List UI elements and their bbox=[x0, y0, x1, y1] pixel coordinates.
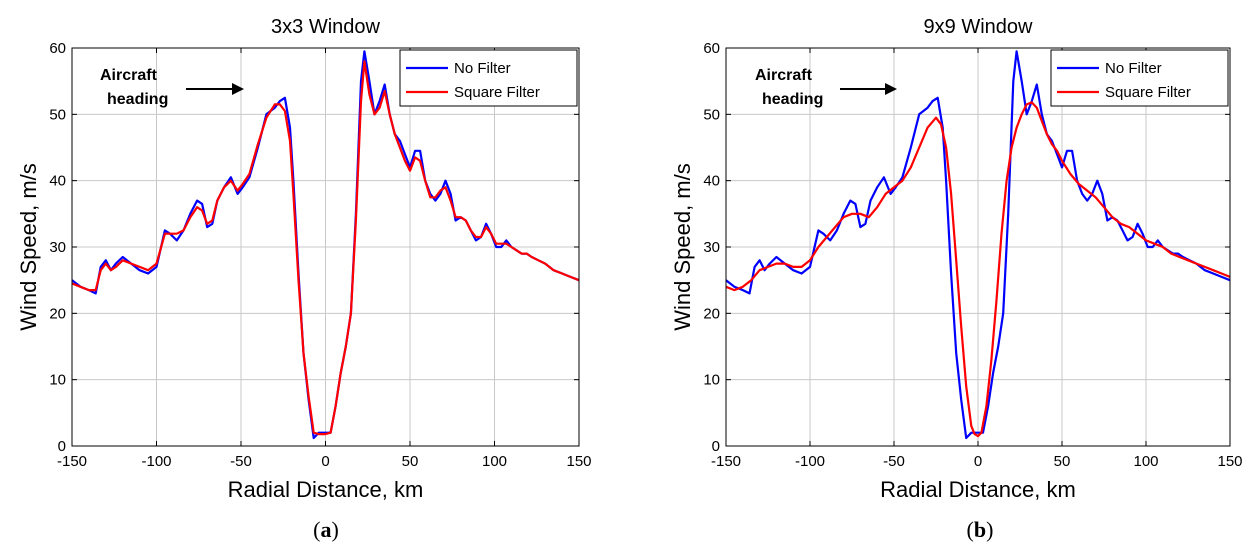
y-tick-label: 0 bbox=[58, 438, 66, 455]
x-tick-label: -150 bbox=[57, 453, 87, 470]
annotation-text: heading bbox=[107, 91, 168, 108]
chart-panel-2: -150 -100 -50 0 50 100 150 0 10 20 30 40 50 60 9x9 Win… bbox=[670, 16, 1243, 542]
annotation-arrow-head bbox=[232, 83, 244, 95]
y-tick-label: 50 bbox=[49, 106, 66, 123]
x-tick-label: -100 bbox=[141, 453, 171, 470]
x-tick-label: 100 bbox=[482, 453, 507, 470]
x-axis-label: Radial Distance, km bbox=[880, 477, 1076, 502]
chart-title: 3x3 Window bbox=[271, 16, 380, 38]
x-tick-label: -100 bbox=[795, 453, 825, 470]
legend-label: Square Filter bbox=[454, 84, 540, 101]
y-tick-label: 50 bbox=[703, 106, 720, 123]
x-tick-label: 0 bbox=[974, 453, 982, 470]
y-tick-label: 40 bbox=[49, 173, 66, 190]
x-tick-label: -150 bbox=[711, 453, 741, 470]
series-line-no-filter bbox=[725, 50, 1231, 440]
y-tick-label: 60 bbox=[49, 40, 66, 57]
annotation-text: Aircraft bbox=[100, 67, 158, 84]
x-tick-label: 150 bbox=[1217, 453, 1242, 470]
x-tick-label: 100 bbox=[1133, 453, 1158, 470]
chart-title: 9x9 Window bbox=[924, 16, 1033, 38]
y-axis-label: Wind Speed, m/s bbox=[670, 163, 695, 331]
legend-label: No Filter bbox=[454, 60, 511, 77]
legend-label: Square Filter bbox=[1105, 84, 1191, 101]
panel-caption: (a) bbox=[313, 517, 339, 542]
annotation-text: heading bbox=[762, 91, 823, 108]
y-tick-label: 30 bbox=[703, 239, 720, 256]
y-tick-label: 10 bbox=[703, 372, 720, 389]
series-line-square-filter bbox=[71, 60, 580, 436]
y-tick-label: 10 bbox=[49, 372, 66, 389]
annotation-arrow-head bbox=[885, 83, 897, 95]
x-tick-label: 0 bbox=[321, 453, 329, 470]
x-tick-label: 50 bbox=[1054, 453, 1071, 470]
chart-panel-1: -150 -100 -50 0 50 100 150 0 10 20 30 40 50 60 3x3 Win… bbox=[16, 16, 592, 542]
x-tick-label: 50 bbox=[402, 453, 419, 470]
y-tick-label: 40 bbox=[703, 173, 720, 190]
y-tick-label: 20 bbox=[703, 305, 720, 322]
panel-caption: (b) bbox=[967, 517, 994, 542]
x-axis-label: Radial Distance, km bbox=[228, 477, 424, 502]
x-tick-label: -50 bbox=[883, 453, 905, 470]
y-tick-label: 60 bbox=[703, 40, 720, 57]
legend-box bbox=[1050, 49, 1229, 107]
y-axis-label: Wind Speed, m/s bbox=[16, 163, 41, 331]
y-tick-label: 30 bbox=[49, 239, 66, 256]
x-tick-label: -50 bbox=[230, 453, 252, 470]
y-tick-label: 0 bbox=[712, 438, 720, 455]
annotation-text: Aircraft bbox=[755, 67, 813, 84]
x-tick-label: 150 bbox=[566, 453, 591, 470]
y-tick-label: 20 bbox=[49, 305, 66, 322]
legend-box bbox=[399, 49, 578, 107]
series-line-square-filter bbox=[725, 101, 1231, 438]
legend-label: No Filter bbox=[1105, 60, 1162, 77]
